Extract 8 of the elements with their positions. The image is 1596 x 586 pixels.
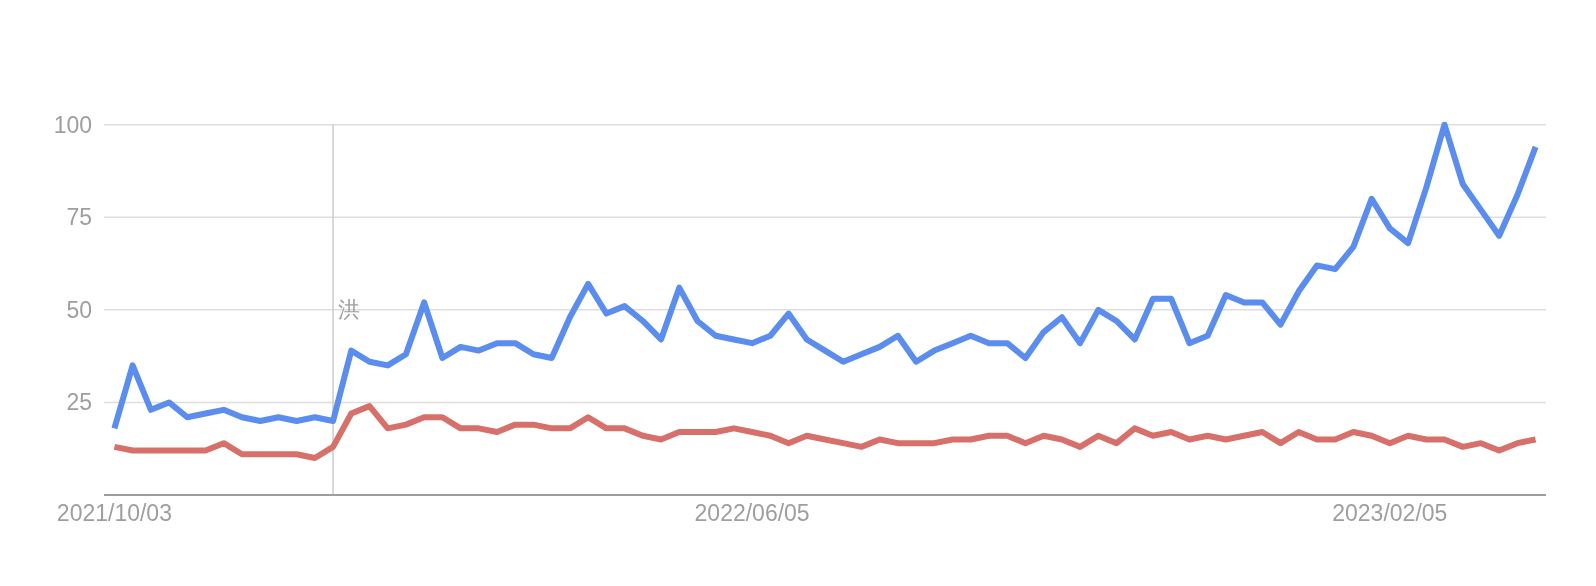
- x-tick-label: 2023/02/05: [1332, 500, 1448, 526]
- y-tick-label: 75: [66, 204, 92, 231]
- ref-line-label: 洪: [338, 297, 361, 323]
- y-tick-label: 100: [53, 111, 92, 138]
- y-tick-label: 25: [66, 389, 92, 416]
- x-tick-label: 2021/10/03: [56, 500, 172, 526]
- y-tick-label: 50: [66, 296, 92, 323]
- x-tick-label: 2022/06/05: [694, 500, 810, 526]
